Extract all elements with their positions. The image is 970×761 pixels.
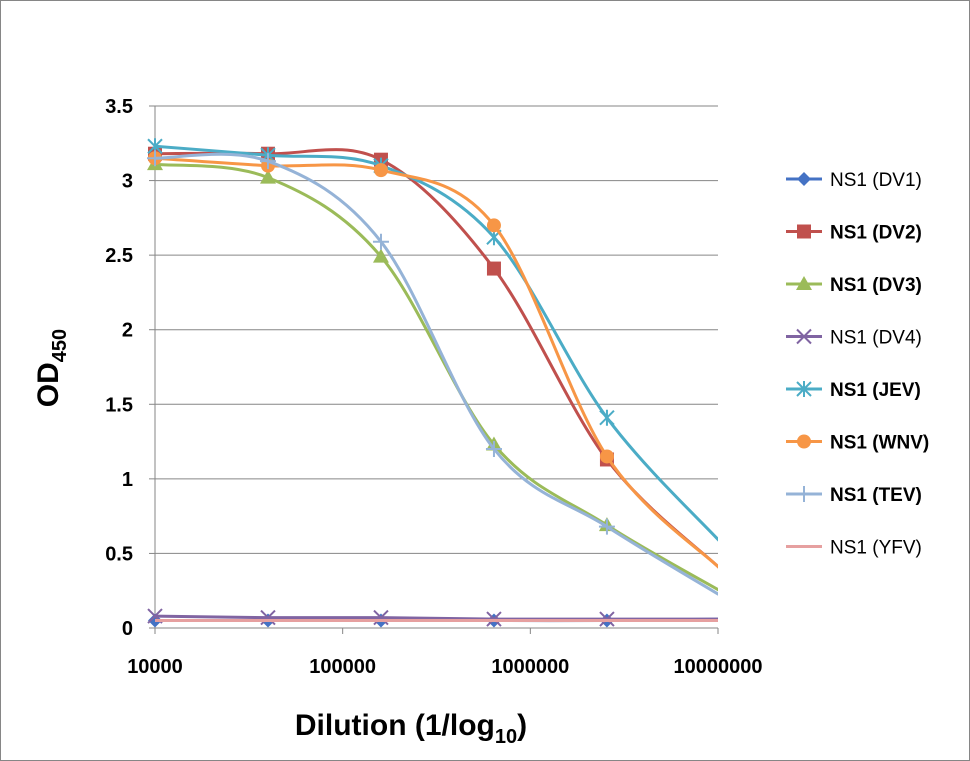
legend-label: NS1 (DV2) bbox=[830, 223, 922, 244]
legend-label: NS1 (YFV) bbox=[830, 538, 922, 559]
x-tick-label: 1000000 bbox=[491, 656, 569, 678]
data-point bbox=[599, 449, 614, 464]
x-tick-label: 10000000 bbox=[674, 656, 763, 678]
data-point bbox=[372, 233, 389, 250]
gridlines bbox=[155, 105, 718, 554]
legend-entry-ns1-yfv: NS1 (YFV) bbox=[786, 538, 922, 559]
y-axis-title: OD450 bbox=[32, 329, 71, 407]
data-point bbox=[259, 169, 276, 184]
data-point bbox=[373, 609, 389, 626]
legend-entry-ns1-wnv: NS1 (WNV) bbox=[786, 433, 929, 454]
legend-entry-ns1-dv2: NS1 (DV2) bbox=[786, 223, 922, 244]
y-tick-label: 0.5 bbox=[105, 543, 133, 565]
y-tick-label: 1.5 bbox=[105, 394, 133, 416]
data-point bbox=[372, 248, 389, 263]
legend-entry-ns1-dv1: NS1 (DV1) bbox=[786, 170, 922, 191]
legend-entry-ns1-dv4: NS1 (DV4) bbox=[786, 328, 922, 349]
data-point bbox=[486, 261, 501, 276]
legend-entry-ns1-dv3: NS1 (DV3) bbox=[786, 275, 922, 296]
x-tick-label: 100000 bbox=[309, 656, 376, 678]
y-tick-label: 3.5 bbox=[105, 96, 133, 118]
legend-entry-ns1-jev: NS1 (JEV) bbox=[786, 380, 921, 401]
data-point bbox=[486, 218, 501, 233]
legend: NS1 (DV1) NS1 (DV2) NS1 (DV3) NS1 (DV4) NS1 … bbox=[786, 170, 929, 559]
x-tick-label: 10000 bbox=[127, 656, 183, 678]
legend-entry-ns1-tev: NS1 (TEV) bbox=[786, 485, 922, 506]
legend-marker bbox=[797, 172, 811, 186]
data-point bbox=[147, 150, 163, 167]
y-tick-label: 2.5 bbox=[105, 245, 133, 267]
legend-marker bbox=[797, 434, 811, 449]
series-ns1-tev bbox=[147, 150, 718, 596]
y-tick-label: 0 bbox=[122, 618, 133, 640]
axes bbox=[149, 105, 719, 634]
legend-marker bbox=[797, 224, 811, 239]
data-point bbox=[373, 163, 388, 178]
legend-marker bbox=[796, 381, 812, 397]
legend-marker bbox=[796, 328, 812, 345]
legend-marker bbox=[796, 276, 812, 290]
data-point bbox=[259, 153, 276, 170]
y-tick-label: 3 bbox=[122, 171, 133, 193]
legend-marker bbox=[796, 486, 812, 502]
data-point bbox=[598, 518, 615, 535]
legend-label: NS1 (DV4) bbox=[830, 328, 922, 349]
legend-label: NS1 (TEV) bbox=[830, 485, 922, 506]
legend-label: NS1 (DV3) bbox=[830, 275, 922, 296]
y-tick-labels: 0 0.5 1 1.5 2 2.5 3 3.5 bbox=[105, 96, 133, 640]
x-tick-labels: 10000 100000 1000000 10000000 bbox=[127, 656, 762, 678]
legend-label: NS1 (DV1) bbox=[830, 170, 922, 191]
x-axis-title: Dilution (1/log10) bbox=[295, 709, 527, 748]
data-point bbox=[260, 609, 276, 626]
series-group bbox=[147, 138, 718, 628]
y-tick-label: 1 bbox=[122, 469, 133, 491]
data-point bbox=[485, 441, 502, 458]
legend-label: NS1 (WNV) bbox=[830, 433, 929, 454]
data-point bbox=[599, 409, 615, 426]
legend-label: NS1 (JEV) bbox=[830, 380, 921, 401]
y-tick-label: 2 bbox=[122, 320, 133, 342]
